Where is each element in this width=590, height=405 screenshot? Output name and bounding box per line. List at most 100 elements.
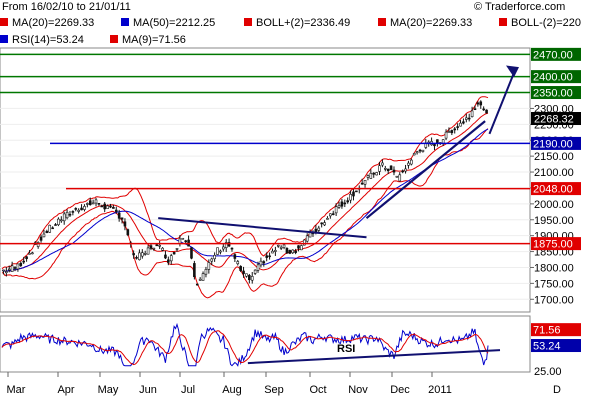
level-labels: 2470.00 2400.00 2350.00 2190.00 2048.00 1875.… xyxy=(531,47,581,251)
projection-line xyxy=(488,69,516,135)
candle-body xyxy=(271,250,274,254)
candle-body xyxy=(7,268,11,271)
candle-body xyxy=(45,230,49,234)
candle-body xyxy=(320,222,323,225)
candle-body xyxy=(329,213,332,217)
candle-body xyxy=(77,209,80,212)
copyright: © Traderforce.com xyxy=(474,1,565,13)
legend-row2: RSI(14)=53.24 MA(9)=71.56 xyxy=(0,34,186,46)
candle-body xyxy=(219,250,222,253)
rsi-tick-25: 25.00 xyxy=(534,366,562,378)
price-grid xyxy=(0,107,530,300)
candle-body xyxy=(19,262,23,266)
candle-body xyxy=(48,224,52,233)
candle-body xyxy=(74,208,78,210)
candle-body xyxy=(149,245,153,249)
rsi-support-line xyxy=(247,349,501,365)
candle-body xyxy=(450,130,454,134)
candle-body xyxy=(28,252,31,255)
resistance-2470-label-bg xyxy=(531,47,581,61)
candle-body xyxy=(2,269,5,272)
candle-body xyxy=(155,244,159,247)
candle-body xyxy=(91,202,95,205)
candle-body xyxy=(360,182,364,185)
rsi14-line xyxy=(1,322,489,367)
candle-body xyxy=(198,278,202,281)
candle-body xyxy=(68,213,72,216)
candle-body xyxy=(10,265,14,272)
candle-body xyxy=(384,168,387,170)
candle-body xyxy=(366,175,370,178)
legend-swatch-ma20 xyxy=(0,18,8,26)
candle-body xyxy=(285,248,289,254)
candle-body xyxy=(473,108,477,111)
candle-body xyxy=(407,162,410,166)
y-tick-label-10: 1800.00 xyxy=(534,262,574,274)
candle-body xyxy=(476,102,480,105)
rsi-ma9-line xyxy=(1,330,489,366)
y-tick-label-11: 1750.00 xyxy=(534,278,574,290)
candle-body xyxy=(71,211,75,213)
candle-body xyxy=(184,240,187,243)
legend-label-ma20: MA(20)=2269.33 xyxy=(12,17,94,29)
candle-body xyxy=(239,266,242,271)
legend-swatch-bollup xyxy=(244,18,252,26)
candle-body xyxy=(436,139,439,144)
candle-body xyxy=(467,117,471,120)
support-2048-label: 2048.00 xyxy=(533,184,573,196)
downtrend-line xyxy=(158,217,367,239)
x-axis: Mar Apr May Jun Jul Aug Sep Oct Nov Dec 2011 D xyxy=(7,372,561,396)
candle-body xyxy=(418,149,422,152)
candle-body xyxy=(65,211,69,219)
support-2190-label-bg xyxy=(531,136,581,150)
current-price-bg xyxy=(531,112,581,126)
candle-body xyxy=(300,245,303,251)
candle-body xyxy=(39,236,43,241)
rsi-panel-label: RSI xyxy=(337,343,355,355)
resistance-2400-label: 2400.00 xyxy=(533,72,573,84)
x-tick-label-0: Mar xyxy=(7,384,26,396)
y-tick-label-7: 1950.00 xyxy=(534,215,574,227)
candle-body xyxy=(236,261,240,265)
candle-body xyxy=(410,159,413,165)
candle-body xyxy=(22,260,25,263)
candle-body xyxy=(444,131,448,139)
candle-body xyxy=(224,242,228,249)
candle-body xyxy=(172,252,176,255)
x-tick-label-2: May xyxy=(98,384,119,396)
rsi-value-labels: 71.56 53.24 25.00 xyxy=(531,323,581,378)
rsi14-label: 53.24 xyxy=(533,341,561,353)
price-candles xyxy=(2,100,488,286)
ma50-line xyxy=(1,128,489,272)
candle-body xyxy=(207,262,211,270)
candle-body xyxy=(392,169,396,173)
resistance-2350-label-bg xyxy=(531,86,581,100)
candle-body xyxy=(86,203,89,205)
candle-body xyxy=(193,263,196,278)
x-tick-label-10: 2011 xyxy=(428,384,452,396)
candle-body xyxy=(297,245,300,249)
horizontal-levels xyxy=(0,53,530,245)
rsi-trendline xyxy=(247,349,501,365)
candle-body xyxy=(57,218,60,226)
x-tick-label-9: Dec xyxy=(390,384,410,396)
candle-body xyxy=(138,252,141,261)
legend-label-ma20b: MA(20)=2269.33 xyxy=(390,17,472,29)
candle-body xyxy=(54,224,57,226)
legend-label-rsi: RSI(14)=53.24 xyxy=(12,34,84,46)
candle-body xyxy=(167,259,170,263)
rsi14-label-bg xyxy=(531,339,581,353)
trendlines xyxy=(158,65,519,239)
support-2190-label: 2190.00 xyxy=(533,138,573,150)
candle-body xyxy=(245,273,248,277)
candle-body xyxy=(291,249,295,254)
candle-body xyxy=(106,205,109,209)
candle-body xyxy=(132,253,135,256)
price-axis: 2300.002250.002200.002150.002100.002050.… xyxy=(530,103,574,306)
candle-body xyxy=(97,202,101,205)
candle-body xyxy=(213,255,216,260)
candle-body xyxy=(141,252,144,257)
candle-body xyxy=(222,246,225,250)
candle-body xyxy=(326,218,329,220)
